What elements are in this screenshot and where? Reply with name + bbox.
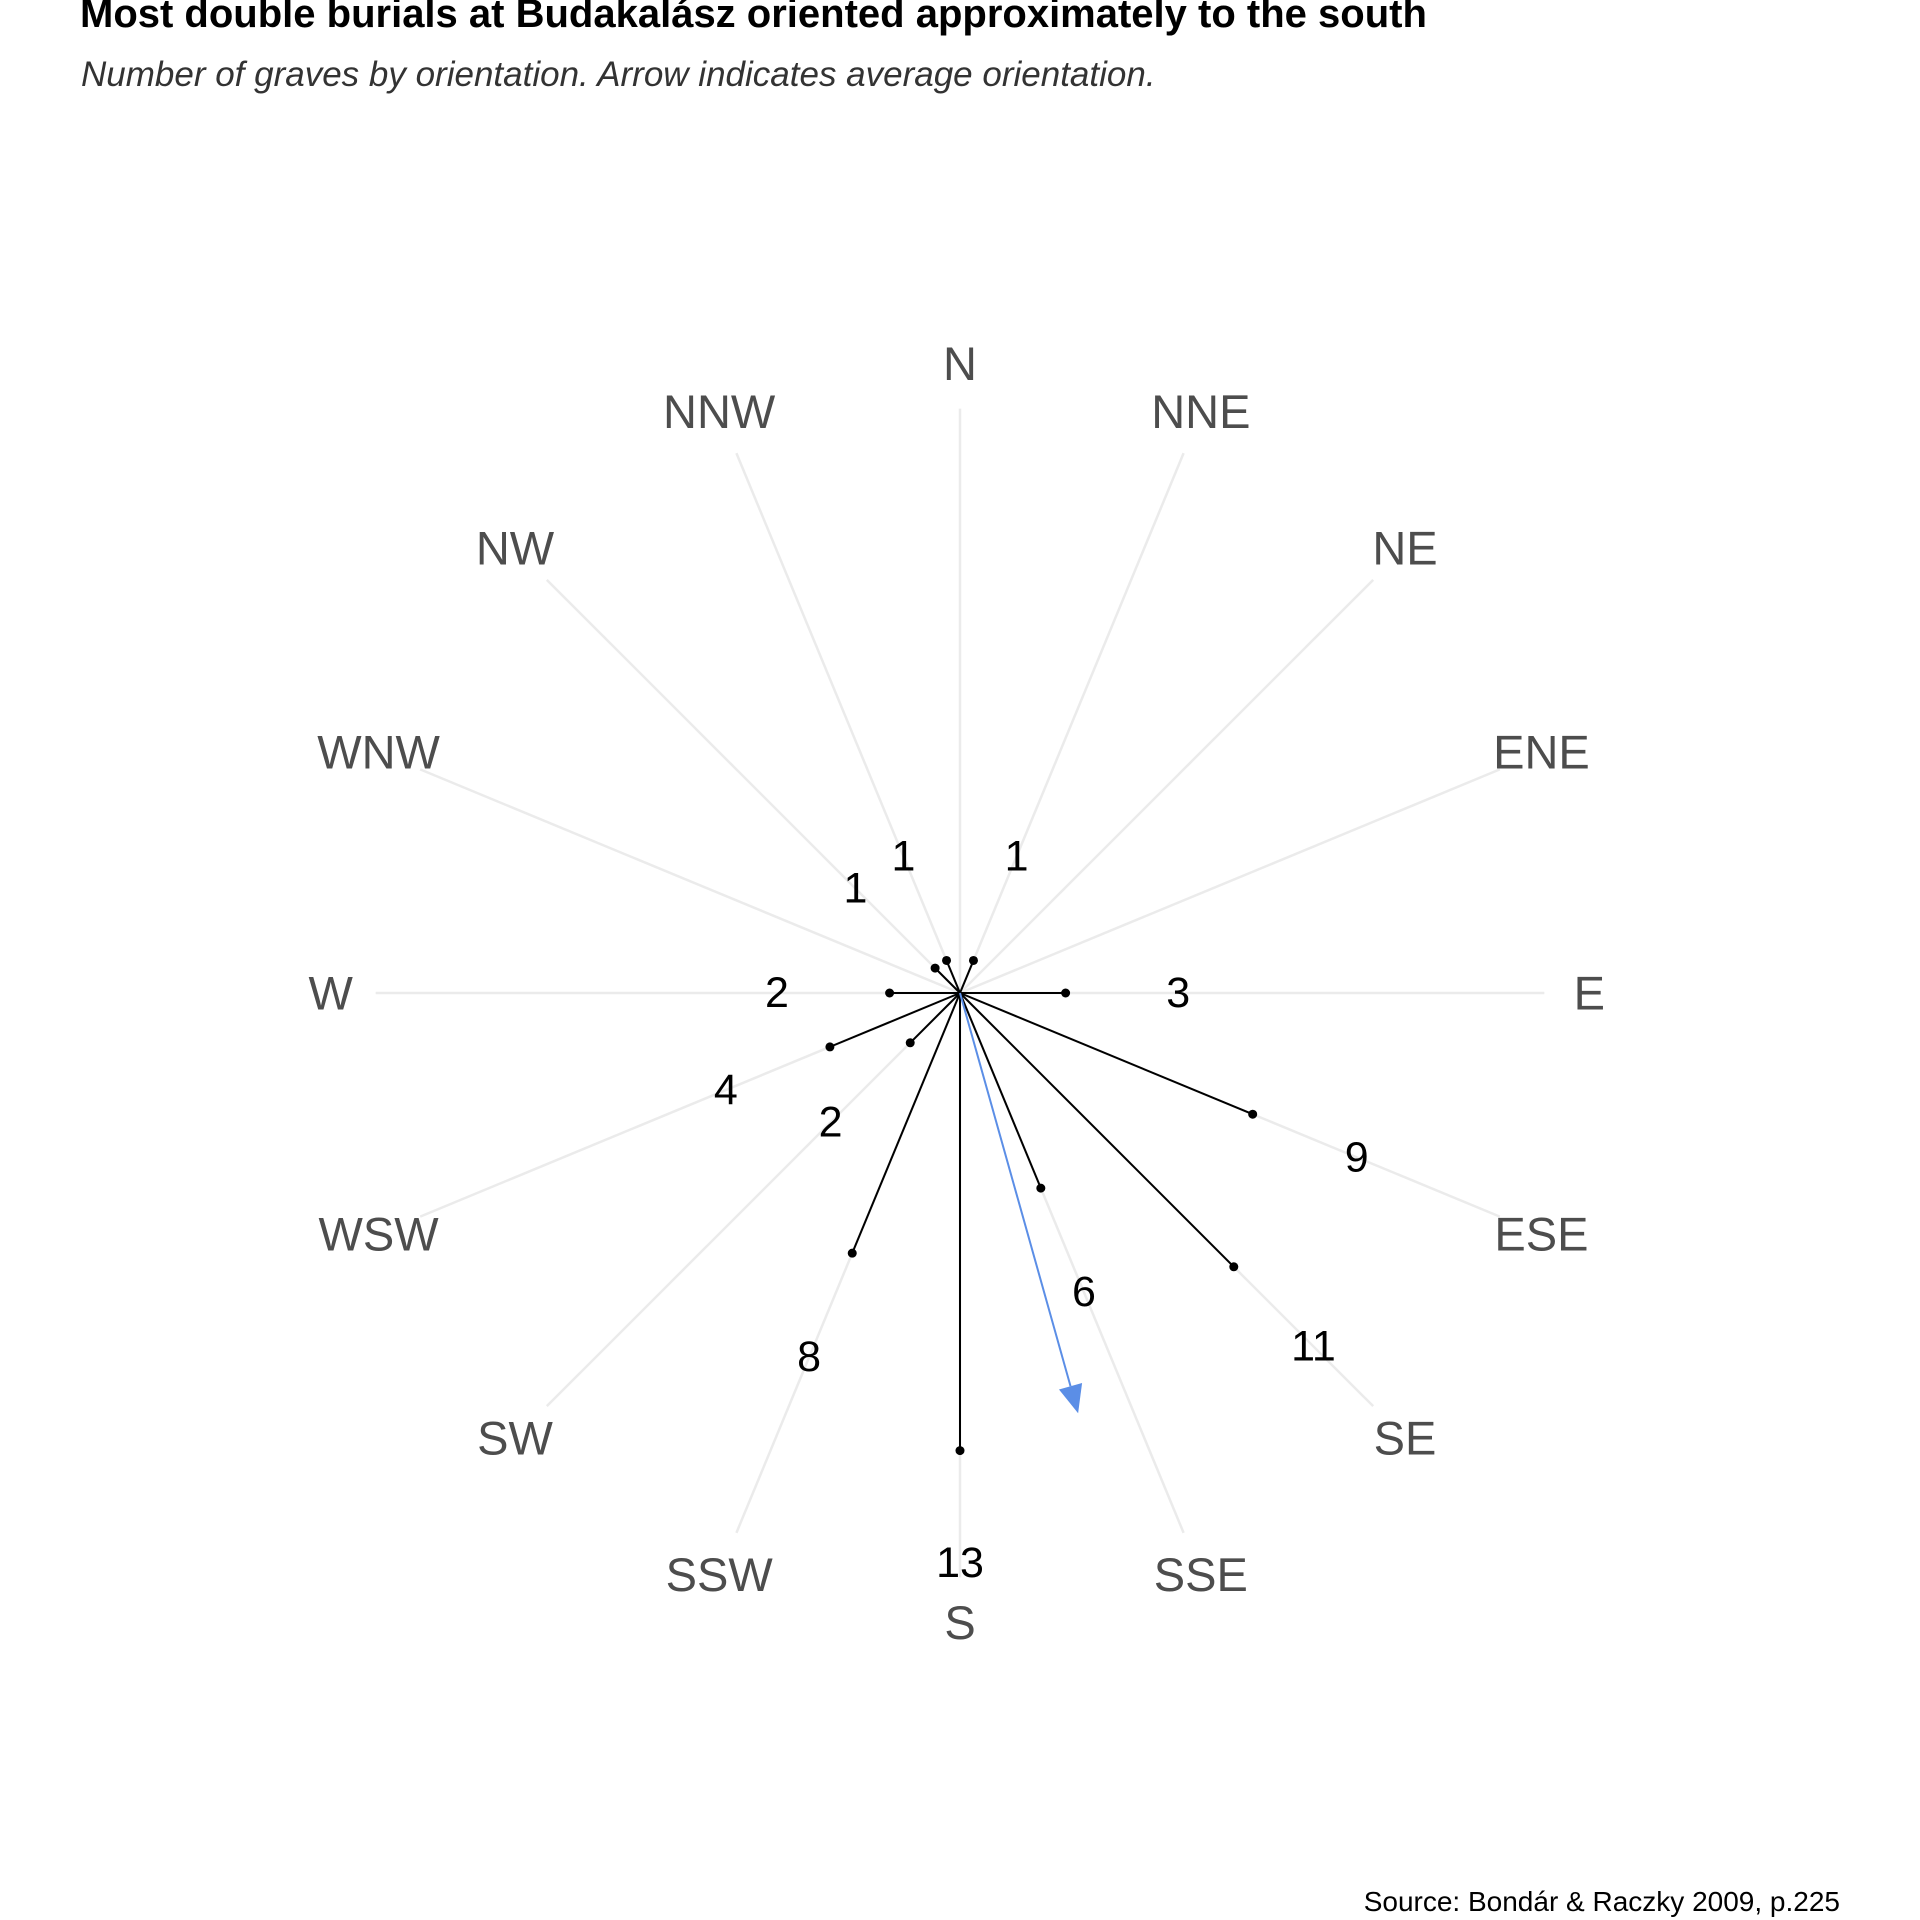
direction-label-s: S	[944, 1596, 975, 1649]
count-label-nne: 1	[1005, 832, 1029, 880]
data-segment-se	[959, 992, 1235, 1268]
direction-label-sse: SSE	[1154, 1548, 1248, 1601]
direction-label-ssw: SSW	[666, 1548, 774, 1601]
count-label-sw: 2	[819, 1098, 843, 1146]
data-point-se	[1229, 1262, 1239, 1272]
data-segment-ese	[959, 992, 1254, 1116]
data-segments	[825, 955, 1258, 1456]
grid-spoke-nne	[958, 452, 1185, 994]
direction-label-wsw: WSW	[319, 1207, 440, 1260]
direction-label-n: N	[943, 337, 977, 390]
data-point-s	[955, 1446, 965, 1456]
data-point-nw	[930, 963, 940, 973]
count-label-wsw: 4	[714, 1066, 738, 1114]
data-segment-sse	[959, 992, 1042, 1189]
count-label-w: 2	[765, 969, 789, 1017]
direction-label-sw: SW	[477, 1411, 553, 1464]
chart-source-caption: Source: Bondár & Raczky 2009, p.225	[1363, 1886, 1840, 1917]
mean-arrow-group	[959, 992, 1083, 1414]
grid-spoke-wnw	[419, 768, 961, 995]
data-point-sw	[905, 1038, 915, 1048]
count-label-sse: 6	[1072, 1268, 1096, 1316]
data-segment-sw	[909, 992, 961, 1044]
data-segment-nnw	[945, 960, 961, 994]
data-point-wsw	[825, 1042, 835, 1052]
count-label-nw: 1	[844, 864, 868, 912]
data-point-ese	[1248, 1109, 1258, 1119]
data-point-nne	[968, 955, 978, 965]
data-point-ssw	[847, 1248, 857, 1258]
mean-arrow-shaft	[959, 992, 1072, 1387]
direction-label-nw: NW	[476, 522, 555, 575]
count-label-se: 11	[1291, 1322, 1336, 1370]
direction-label-wnw: WNW	[317, 726, 440, 779]
data-point-w	[885, 988, 895, 998]
chart-subtitle: Number of graves by orientation. Arrow i…	[81, 55, 1156, 94]
count-label-e: 3	[1166, 969, 1190, 1017]
data-point-e	[1061, 988, 1071, 998]
data-segment-nne	[959, 960, 975, 994]
data-segment-ssw	[851, 992, 961, 1254]
direction-labels: N NNE NE ENE E ESE SE SSE S SSW SW WSW W WNW NW NNW	[308, 337, 1605, 1649]
data-segment-wsw	[829, 992, 961, 1048]
count-label-nnw: 1	[891, 832, 915, 880]
direction-label-nne: NNE	[1151, 385, 1250, 438]
grid-spoke-sw	[545, 992, 961, 1408]
grid-spoke-ene	[959, 768, 1501, 995]
grid-spoke-nw	[545, 578, 961, 994]
count-label-ssw: 8	[797, 1333, 821, 1381]
mean-arrow-head	[1058, 1382, 1083, 1414]
direction-label-ese: ESE	[1494, 1207, 1588, 1260]
data-point-nnw	[942, 955, 952, 965]
chart-title: Most double burials at Budakalász orient…	[80, 0, 1427, 36]
direction-label-e: E	[1574, 967, 1605, 1020]
grid-spoke-ne	[959, 578, 1375, 994]
direction-label-ene: ENE	[1493, 726, 1590, 779]
grid-spoke-nnw	[735, 452, 962, 994]
direction-label-nnw: NNW	[663, 385, 776, 438]
count-label-ese: 9	[1345, 1133, 1369, 1181]
data-segment-nw	[934, 967, 961, 994]
data-point-sse	[1036, 1183, 1046, 1193]
direction-label-ne: NE	[1372, 522, 1437, 575]
direction-label-w: W	[308, 967, 353, 1020]
direction-label-se: SE	[1374, 1411, 1437, 1464]
count-label-s: 13	[936, 1539, 984, 1587]
